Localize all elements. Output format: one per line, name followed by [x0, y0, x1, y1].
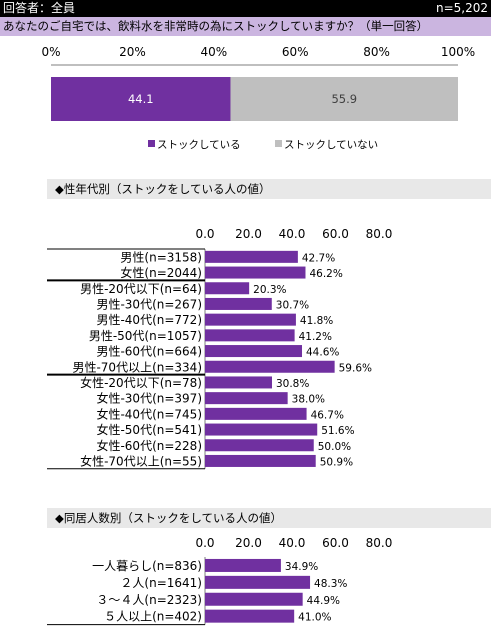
stacked-bar-segment [230, 77, 458, 121]
bar-value-label: 38.0% [292, 394, 325, 406]
segment-value-label: 55.9 [331, 92, 357, 106]
bar [205, 329, 295, 342]
x-tick-label: 0% [41, 45, 60, 59]
category-label: 女性(n=2044) [120, 265, 202, 280]
bar [205, 376, 272, 389]
category-label: 女性-40代(n=745) [96, 406, 202, 421]
x-tick-label: 40% [200, 45, 227, 59]
legend-swatch [148, 140, 155, 147]
bar-value-label: 44.9% [307, 595, 340, 607]
respondents-label: 回答者：全員 [3, 1, 76, 15]
bar-value-label: 20.3% [253, 284, 286, 296]
bar-value-label: 42.7% [302, 252, 335, 264]
bar-value-label: 46.2% [309, 268, 342, 280]
category-label: 男性-70代以上(n=334) [72, 360, 202, 374]
stacked-bar-segment [51, 77, 231, 121]
category-label: 女性-50代(n=541) [96, 422, 202, 437]
category-label: ２人(n=1641) [120, 576, 202, 590]
bar [205, 407, 307, 420]
category-label: 男性-30代(n=267) [96, 297, 202, 311]
x-tick-label: 40.0 [279, 536, 306, 550]
category-label: 女性-30代(n=397) [96, 391, 202, 406]
sample-size-label: n=5,202 [435, 1, 488, 15]
category-label: 女性-70代以上(n=55) [80, 453, 202, 468]
bar-value-label: 50.0% [318, 441, 351, 453]
bar [205, 423, 318, 436]
legend-label: ストックしている [157, 139, 241, 151]
legend-swatch [275, 140, 282, 147]
category-label: 女性-20代以下(n=78) [80, 375, 202, 390]
bar [205, 592, 303, 606]
legend-label: ストックしていない [284, 139, 378, 151]
bar [205, 360, 335, 373]
x-tick-label: 60% [282, 45, 309, 59]
category-label: ５人以上(n=402) [104, 610, 202, 624]
category-label: 女性-60代(n=228) [96, 438, 202, 453]
bar [205, 439, 314, 452]
question-bar: あなたのご自宅では、飲料水を非常時の為にストックしていますか？（単一回答） [0, 17, 491, 36]
bar [205, 313, 296, 326]
bar [205, 575, 311, 589]
bar-value-label: 30.8% [276, 378, 309, 390]
x-tick-label: 20.0 [235, 536, 262, 550]
x-tick-label: 0.0 [195, 536, 214, 550]
bar-value-label: 46.7% [311, 409, 344, 421]
question-text: あなたのご自宅では、飲料水を非常時の為にストックしていますか？（単一回答） [3, 19, 429, 33]
bar-value-label: 44.6% [306, 347, 339, 359]
bar-value-label: 41.2% [299, 331, 332, 343]
section-header-household: ◆同居人数別（ストックをしている人の値） [47, 508, 491, 528]
bar [205, 558, 281, 572]
x-tick-label: 40.0 [279, 227, 306, 241]
category-label: ３～４人(n=2323) [96, 593, 202, 607]
bar [205, 609, 295, 623]
bar [205, 392, 288, 405]
bar [205, 266, 306, 279]
bar-value-label: 41.0% [298, 612, 331, 624]
section-title-household: ◆同居人数別（ストックをしている人の値） [55, 511, 282, 525]
x-tick-label: 80.0 [366, 536, 393, 550]
x-tick-label: 20% [119, 45, 146, 59]
category-label: 男性-50代(n=1057) [89, 329, 202, 343]
bar-value-label: 51.6% [321, 425, 354, 437]
bar-value-label: 48.3% [314, 578, 347, 590]
bar-value-label: 50.9% [320, 456, 353, 468]
bar-value-label: 30.7% [276, 299, 309, 311]
bar [205, 250, 298, 263]
section-title-gender-age: ◆性年代別（ストックをしている人の値） [55, 182, 271, 196]
bar-value-label: 34.9% [285, 561, 318, 573]
category-label: 男性-20代以下(n=64) [80, 282, 202, 296]
category-label: 一人暮らし(n=836) [92, 559, 202, 573]
segment-value-label: 44.1 [128, 92, 154, 106]
category-label: 男性-60代(n=664) [96, 345, 202, 359]
section-header-gender-age: ◆性年代別（ストックをしている人の値） [47, 179, 491, 199]
bar-value-label: 59.6% [339, 362, 372, 374]
x-tick-label: 100% [441, 45, 475, 59]
bar [205, 454, 316, 467]
header-bar: 回答者：全員 n=5,202 [0, 0, 491, 17]
category-label: 男性-40代(n=772) [96, 313, 202, 327]
bar [205, 345, 303, 358]
category-label: 男性(n=3158) [120, 250, 202, 264]
bar [205, 297, 272, 310]
x-tick-label: 20.0 [235, 227, 262, 241]
x-tick-label: 60.0 [322, 227, 349, 241]
x-tick-label: 60.0 [322, 536, 349, 550]
bar [205, 282, 250, 295]
x-tick-label: 80% [363, 45, 390, 59]
x-tick-label: 0.0 [195, 227, 214, 241]
bar-value-label: 41.8% [300, 315, 333, 327]
x-tick-label: 80.0 [366, 227, 393, 241]
